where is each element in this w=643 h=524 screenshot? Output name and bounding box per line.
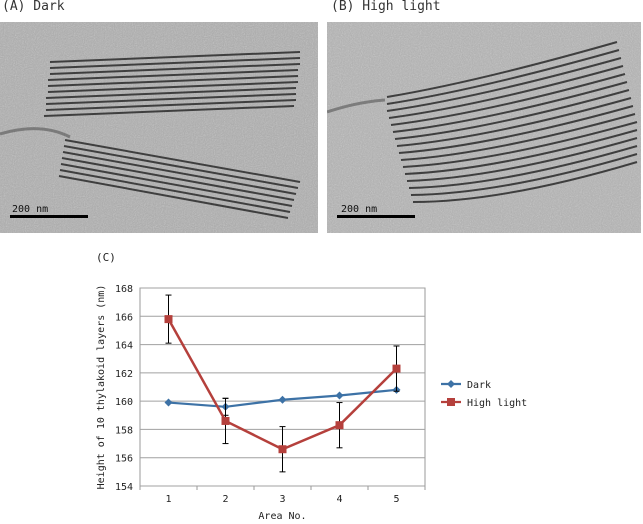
dark-point (335, 391, 344, 400)
line-chart: (C) 154 156 158 160 162 164 166 168 1 2 3 4 5 Height… (96, 251, 527, 522)
y-tick-label: 154 (115, 482, 133, 493)
y-tick-label: 160 (115, 397, 133, 408)
dark-legend-label: Dark (467, 380, 491, 391)
high-light-point (335, 421, 344, 430)
y-tick-label: 166 (115, 312, 133, 323)
high-light-point (221, 416, 230, 425)
y-tick-label: 164 (115, 341, 133, 352)
y-tick-label: 168 (115, 284, 133, 295)
panel-c-label: (C) (96, 251, 116, 264)
scalebar-b (337, 215, 415, 218)
y-tick-label: 156 (115, 454, 133, 465)
high-light-point (278, 445, 287, 454)
plot-area: 154 156 158 160 162 164 166 168 1 2 3 4 5 (115, 284, 426, 505)
scalebar-a (10, 215, 88, 218)
x-tick-label: 3 (279, 494, 285, 505)
y-tick-label: 158 (115, 425, 133, 436)
panel-a-label: (A) Dark (2, 0, 65, 14)
dark-point (278, 395, 287, 404)
high-light-point (164, 315, 173, 324)
micrograph-high-light (327, 22, 641, 233)
micrograph-dark-image (0, 22, 318, 233)
high-light-legend-label: High light (467, 398, 527, 409)
high-light-point (392, 364, 401, 373)
scalebar-a-label: 200 nm (12, 204, 49, 215)
high-light-legend-marker (447, 398, 455, 406)
x-axis-label: Area No. (258, 511, 306, 522)
x-tick-label: 2 (222, 494, 228, 505)
y-tick-label: 162 (115, 369, 133, 380)
dark-point (164, 398, 173, 407)
legend: Dark High light (441, 380, 527, 409)
panel-b-label: (B) High light (331, 0, 441, 14)
micrograph-high-light-image (327, 22, 641, 233)
x-tick-label: 1 (165, 494, 171, 505)
scalebar-b-label: 200 nm (341, 204, 378, 215)
x-tick-label: 5 (393, 494, 399, 505)
x-tick-label: 4 (336, 494, 342, 505)
dark-legend-marker (447, 380, 455, 388)
y-axis-label: Height of 10 thylakoid layers (nm) (96, 285, 107, 490)
micrograph-dark (0, 22, 318, 233)
